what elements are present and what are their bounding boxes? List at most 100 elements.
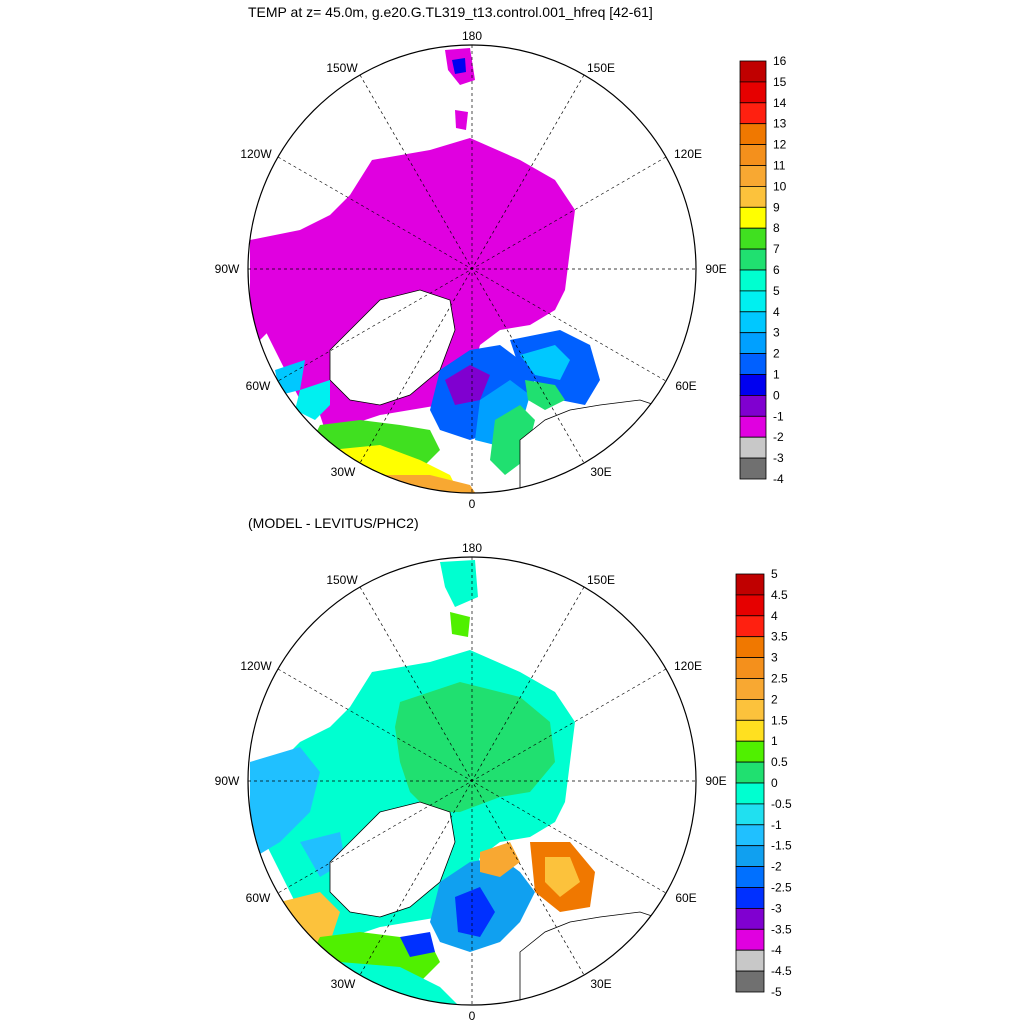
top-lon-150w: 150W [326,61,358,75]
bottom-lon-120w: 120W [240,659,272,673]
top-colorbar-label: 2 [773,347,780,361]
top-colorbar-label: 16 [773,54,787,68]
bottom-lon-90w: 90W [215,774,240,788]
bottom-lon-60e: 60E [675,891,696,905]
top-colorbar-label: 7 [773,242,780,256]
bottom-colorbar-label: -5 [771,985,782,999]
bottom-lon-60w: 60W [246,891,271,905]
top-lon-150e: 150E [587,61,615,75]
bottom-colorbar-label: 3.5 [771,630,788,644]
bottom-colorbar-label: -1 [771,818,782,832]
top-colorbar-swatch [739,394,767,417]
top-colorbar-label: -2 [773,430,784,444]
top-colorbar-label: 0 [773,388,780,402]
top-colorbar-swatch [739,290,767,313]
top-greenland-land [329,289,456,406]
top-colorbar-label: 12 [773,138,787,152]
bottom-colorbar-label: 1.5 [771,713,788,727]
bottom-colorbar-label: 2 [771,692,778,706]
top-colorbar-label: 13 [773,117,787,131]
top-colorbar-swatch [739,269,767,292]
top-lon-120w: 120W [240,147,272,161]
bottom-lon-labels: 180 0 90W 90E 150W 150E 120W 120E 60W 60… [215,541,727,1023]
bottom-colorbar-label: 3 [771,651,778,665]
top-colorbar-swatch [739,165,767,187]
bottom-lon-0: 0 [469,1009,476,1023]
top-lon-labels: 180 0 90W 90E 150W 150E 120W 120E 60W 60… [215,29,727,511]
top-colorbar-swatch [739,353,767,375]
top-colorbar-label: 8 [773,221,780,235]
top-colorbar-swatch [739,123,767,145]
top-map-title: TEMP at z= 45.0m, g.e20.G.TL319_t13.cont… [248,4,653,20]
bottom-colorbar-swatch [735,719,765,742]
top-colorbar-label: 4 [773,305,780,319]
top-lon-30e: 30E [590,465,611,479]
bottom-colorbar-swatch [735,698,765,721]
bottom-colorbar-swatch [735,761,765,784]
bottom-colorbar-label: 0 [771,776,778,790]
top-colorbar-label: -4 [773,472,784,486]
bottom-colorbar-label: -0.5 [771,797,792,811]
bottom-colorbar-swatch [735,845,765,868]
bottom-colorbar-swatch [735,594,765,617]
top-colorbar-swatch [739,81,767,104]
bottom-colorbar: 5 4.5 4 3.5 3 2.5 2 1.5 1 0.5 0 -0.5 -1 -1.5 -2 -2.5 -3 -… [735,567,792,999]
top-lon-90w: 90W [215,262,240,276]
top-colorbar-swatch [739,102,767,125]
top-colorbar-label: 9 [773,200,780,214]
top-colorbar-swatch [739,374,767,396]
top-polar-map: 180 0 90W 90E 150W 150E 120W 120E 60W 60… [215,29,787,511]
top-colorbar-swatch [739,144,767,166]
bottom-colorbar-swatch [735,803,765,826]
top-colorbar-swatch [739,332,767,355]
bottom-colorbar-swatch [735,907,765,930]
bottom-colorbar-swatch [735,740,765,763]
bottom-map-boundary [247,556,697,1006]
top-colorbar-label: 5 [773,284,780,298]
top-map-boundary [247,44,697,494]
top-colorbar-label: 15 [773,75,787,89]
bottom-colorbar-swatch [735,949,765,972]
bottom-colorbar-swatch [735,970,765,993]
top-lon-180: 180 [462,29,482,43]
bottom-lon-180: 180 [462,541,482,555]
bottom-map-graticule [248,557,696,1005]
bottom-colorbar-label: 2.5 [771,672,788,686]
bottom-lon-30w: 30W [331,977,356,991]
bottom-colorbar-swatch [735,573,765,596]
top-colorbar-swatch [739,311,767,334]
bottom-polar-map: 180 0 90W 90E 150W 150E 120W 120E 60W 60… [215,541,792,1023]
bottom-colorbar-swatch [735,636,765,658]
bottom-colorbar-label: -3.5 [771,922,792,936]
top-colorbar-swatch [739,60,767,83]
bottom-colorbar-label: -2 [771,860,782,874]
top-lon-60e: 60E [675,379,696,393]
bottom-colorbar-swatch [735,887,765,909]
top-colorbar-label: 14 [773,96,787,110]
bottom-colorbar-label: -1.5 [771,839,792,853]
bottom-colorbar-label: -2.5 [771,881,792,895]
top-lon-90e: 90E [705,262,726,276]
top-colorbar-label: 11 [773,159,786,173]
top-lon-30w: 30W [331,465,356,479]
bottom-lon-150w: 150W [326,573,358,587]
top-colorbar-swatch [739,415,767,438]
bottom-colorbar-swatch [735,928,765,951]
top-map-graticule [248,45,696,493]
bottom-colorbar-label: -4 [771,943,782,957]
top-colorbar-label: 10 [773,179,787,193]
bottom-colorbar-swatch [735,678,765,700]
top-colorbar-label: 1 [773,368,780,382]
top-lon-120e: 120E [674,147,702,161]
bottom-colorbar-swatch [735,866,765,888]
bottom-colorbar-label: 1 [771,734,778,748]
bottom-lon-150e: 150E [587,573,615,587]
bottom-colorbar-label: 5 [771,567,778,581]
top-colorbar-swatch [739,206,767,229]
bottom-colorbar-swatch [735,615,765,638]
top-colorbar-label: 3 [773,326,780,340]
bottom-lon-30e: 30E [590,977,611,991]
bottom-colorbar-swatch [735,824,765,847]
bottom-map-title: (MODEL - LEVITUS/PHC2) [248,515,419,531]
